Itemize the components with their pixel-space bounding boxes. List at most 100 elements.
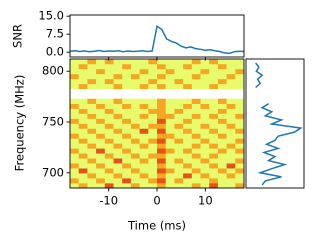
heat-cell xyxy=(191,113,201,119)
heat-cell xyxy=(200,103,210,109)
y-tick-label: 15.0 xyxy=(38,9,64,23)
heat-cell xyxy=(139,168,149,174)
heat-cell xyxy=(174,73,184,80)
heat-cell xyxy=(200,158,210,164)
heat-cell xyxy=(139,143,149,149)
heat-cell xyxy=(165,153,175,159)
heat-cell xyxy=(191,168,201,174)
heat-cell xyxy=(226,158,236,164)
heat-cell xyxy=(87,83,97,90)
heat-cell xyxy=(165,173,175,179)
heat-cell xyxy=(130,63,140,70)
heat-cell xyxy=(130,118,140,124)
heat-cell xyxy=(209,63,219,70)
heat-cell xyxy=(130,68,140,75)
heat-cell xyxy=(113,138,123,144)
heat-cell xyxy=(70,138,79,144)
heat-cell xyxy=(226,113,236,119)
heat-cell xyxy=(113,113,123,119)
heat-cell xyxy=(226,63,236,70)
heat-cell xyxy=(122,68,132,75)
heat-cell xyxy=(113,153,123,159)
heat-cell xyxy=(235,98,245,104)
heat-cell xyxy=(165,118,175,124)
heat-cell xyxy=(113,148,123,154)
y-tick-label: 0.0 xyxy=(46,45,64,59)
heat-cell xyxy=(217,118,227,124)
heat-cell xyxy=(104,148,114,154)
heat-cell xyxy=(226,123,236,129)
heat-cell xyxy=(70,153,79,159)
heat-cell xyxy=(148,59,158,65)
heat-cell xyxy=(139,158,149,164)
heat-cell xyxy=(200,73,210,80)
heat-cell xyxy=(174,183,184,189)
heat-cell xyxy=(157,138,166,144)
heat-cell xyxy=(130,123,140,129)
y-tick-label: 700 xyxy=(42,165,64,179)
heat-cell xyxy=(104,138,114,144)
heat-cell xyxy=(209,68,219,75)
heat-cell xyxy=(200,178,210,184)
heat-cell xyxy=(209,163,219,169)
heat-cell xyxy=(235,113,245,119)
heat-cell xyxy=(226,153,236,159)
spectrum-line xyxy=(255,62,303,186)
heat-cell xyxy=(191,78,201,85)
heat-cell xyxy=(148,143,158,149)
heat-cell xyxy=(87,103,97,109)
heat-cell xyxy=(191,73,201,80)
heat-cell xyxy=(191,98,201,104)
heat-cell xyxy=(130,163,140,169)
heat-cell xyxy=(183,103,193,109)
heat-cell xyxy=(217,143,227,149)
heat-cell xyxy=(174,153,184,159)
heat-cell xyxy=(104,143,114,149)
heat-cell xyxy=(235,78,245,85)
heat-cell xyxy=(122,63,132,70)
heat-cell xyxy=(209,178,219,184)
heat-cell xyxy=(70,113,79,119)
heat-cell xyxy=(157,183,166,189)
snr-line xyxy=(69,25,245,55)
heat-cell xyxy=(130,153,140,159)
heat-cell xyxy=(191,173,201,179)
heat-cell xyxy=(70,98,79,104)
heat-cell xyxy=(200,133,210,139)
heat-cell xyxy=(113,158,123,164)
heat-cell xyxy=(122,133,132,139)
heat-cell xyxy=(165,168,175,174)
heat-cell xyxy=(191,68,201,75)
heat-cell xyxy=(174,133,184,139)
heat-cell xyxy=(183,73,193,80)
heat-cell xyxy=(113,78,123,85)
heat-cell xyxy=(174,178,184,184)
heat-cell xyxy=(217,168,227,174)
heat-cell xyxy=(157,78,166,85)
heat-cell xyxy=(191,108,201,114)
heat-cell xyxy=(113,173,123,179)
x-tick-label: -10 xyxy=(99,194,118,208)
heat-cell xyxy=(87,168,97,174)
heat-cell xyxy=(113,73,123,80)
heat-cell xyxy=(174,138,184,144)
heat-cell xyxy=(226,163,236,169)
heat-cell xyxy=(200,168,210,174)
heat-cell xyxy=(70,68,79,75)
heat-cell xyxy=(148,118,158,124)
heat-cell xyxy=(78,68,88,75)
heat-cell xyxy=(217,183,227,189)
heat-cell xyxy=(96,63,106,70)
heat-cell xyxy=(200,163,210,169)
heat-cell xyxy=(148,148,158,154)
heat-cell xyxy=(139,83,149,90)
heat-cell xyxy=(183,123,193,129)
heat-cell xyxy=(139,173,149,179)
heat-cell xyxy=(165,123,175,129)
heat-cell xyxy=(148,103,158,109)
heat-cell xyxy=(165,148,175,154)
heat-cell xyxy=(200,123,210,129)
heat-cell xyxy=(165,183,175,189)
heat-cell xyxy=(139,63,149,70)
heat-cell xyxy=(165,178,175,184)
